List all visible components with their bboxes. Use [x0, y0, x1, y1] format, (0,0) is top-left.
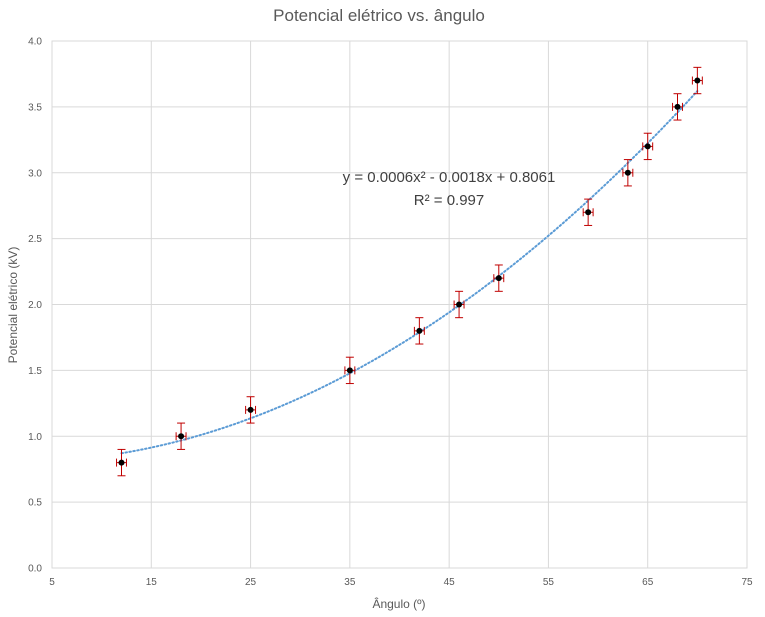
trendline-curve: [120, 90, 699, 455]
y-tick-label: 2.0: [28, 300, 42, 311]
x-tick-label: 35: [344, 577, 356, 588]
y-tick-label: 0.0: [28, 564, 42, 575]
plot-area-border: [51, 40, 748, 569]
x-tick-label: 5: [49, 577, 55, 588]
data-point: [674, 103, 681, 110]
y-tick-label: 0.5: [28, 498, 42, 509]
y-axis-label: Potencial elétrico (kV): [6, 247, 20, 364]
data-point: [178, 433, 185, 440]
data-point: [346, 367, 353, 374]
x-tick-label: 25: [245, 577, 257, 588]
data-point: [624, 169, 631, 176]
y-tick-label: 1.0: [28, 432, 42, 443]
trendline-equation: y = 0.0006x² - 0.0018x + 0.8061: [343, 169, 556, 186]
y-tick-label: 3.5: [28, 102, 42, 113]
y-tick-label: 4.0: [28, 37, 42, 48]
x-tick-label: 15: [146, 577, 158, 588]
data-point: [495, 275, 502, 282]
trendline-r-squared: R² = 0.997: [414, 192, 484, 209]
data-point: [585, 209, 592, 216]
data-point: [644, 143, 651, 150]
data-point: [456, 301, 463, 308]
data-points-layer: [118, 77, 701, 466]
data-point: [118, 459, 125, 466]
x-tick-label: 65: [642, 577, 654, 588]
x-tick-label: 55: [543, 577, 555, 588]
y-tick-label: 3.0: [28, 168, 42, 179]
error-bars-layer: [116, 66, 703, 477]
data-point: [416, 327, 423, 334]
tick-labels: 0.0 0.5 1.0 1.5 2.0 2.5 3.0 3.5 4.0 5 15 25 35 45 55 65…: [28, 37, 753, 589]
trendline-layer: [120, 90, 699, 455]
y-tick-label: 2.5: [28, 234, 42, 245]
chart-title: Potencial elétrico vs. ângulo: [273, 6, 485, 25]
x-tick-label: 45: [444, 577, 456, 588]
grid-layer: [51, 40, 748, 569]
data-point: [247, 406, 254, 413]
x-axis-label: Ângulo (º): [372, 596, 425, 611]
x-tick-label: 75: [741, 577, 753, 588]
data-point: [694, 77, 701, 84]
y-tick-label: 1.5: [28, 366, 42, 377]
